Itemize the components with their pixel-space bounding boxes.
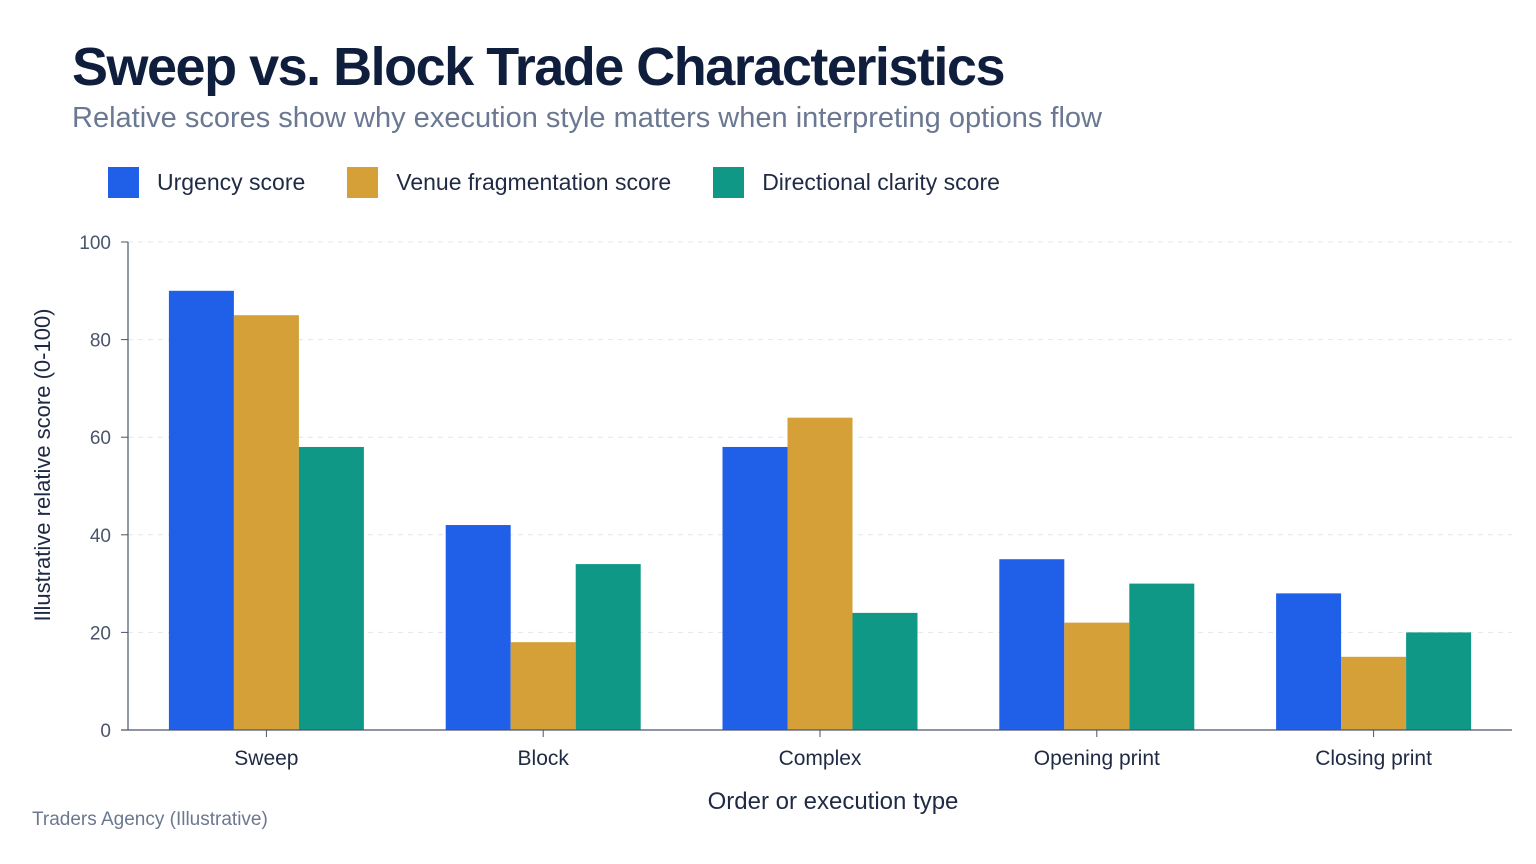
bar-directional-clarity: [298, 446, 364, 730]
bar-urgency: [999, 559, 1065, 730]
bar-urgency: [722, 446, 788, 730]
bar-venue-fragmentation: [510, 642, 576, 730]
legend-swatch-urgency: [108, 167, 139, 198]
bar-venue-fragmentation: [1064, 622, 1130, 730]
x-tick-label: Closing print: [1315, 747, 1432, 770]
chart-legend: Urgency score Venue fragmentation score …: [108, 167, 1042, 198]
x-axis: Sweep Block Complex Opening print Closing pr…: [121, 729, 1512, 770]
y-tick-label: 100: [79, 233, 111, 254]
bar-venue-fragmentation: [1341, 656, 1407, 730]
bar-directional-clarity: [575, 564, 641, 730]
bar-directional-clarity: [1406, 632, 1472, 730]
chart-subtitle: Relative scores show why execution style…: [72, 102, 1102, 134]
bar-urgency: [1276, 593, 1342, 730]
legend-item-urgency: Urgency score: [108, 167, 305, 198]
y-tick-label: 80: [90, 331, 111, 352]
y-tick-label: 20: [90, 623, 111, 644]
source-note: Traders Agency (Illustrative): [32, 809, 268, 830]
bar-venue-fragmentation: [787, 417, 853, 730]
y-axis-title: Illustrative relative score (0-100): [30, 308, 55, 621]
x-tick-label: Sweep: [234, 747, 298, 770]
bar-urgency: [445, 525, 511, 730]
legend-swatch-venue-fragmentation: [347, 167, 379, 198]
legend-label-venue-fragmentation: Venue fragmentation score: [396, 169, 672, 195]
legend-label-directional-clarity: Directional clarity score: [762, 169, 1000, 195]
bar-venue-fragmentation: [233, 315, 299, 730]
y-axis: 0 20 40 60 80 100: [79, 233, 129, 742]
legend-swatch-directional-clarity: [713, 167, 745, 198]
y-tick-label: 60: [90, 428, 111, 449]
bars: [168, 290, 1472, 730]
legend-item-venue-fragmentation: Venue fragmentation score: [347, 167, 671, 198]
bar-directional-clarity: [1129, 583, 1195, 730]
legend-label-urgency: Urgency score: [157, 169, 306, 195]
x-tick-label: Opening print: [1034, 747, 1160, 770]
bar-urgency: [168, 290, 234, 730]
y-tick-label: 0: [100, 721, 111, 742]
bar-directional-clarity: [852, 612, 918, 730]
chart-title: Sweep vs. Block Trade Characteristics: [72, 37, 1005, 97]
legend-item-directional-clarity: Directional clarity score: [713, 167, 1000, 198]
x-tick-label: Block: [518, 747, 570, 770]
y-tick-label: 40: [90, 526, 111, 547]
x-tick-label: Complex: [779, 747, 862, 770]
x-axis-title: Order or execution type: [708, 788, 959, 815]
